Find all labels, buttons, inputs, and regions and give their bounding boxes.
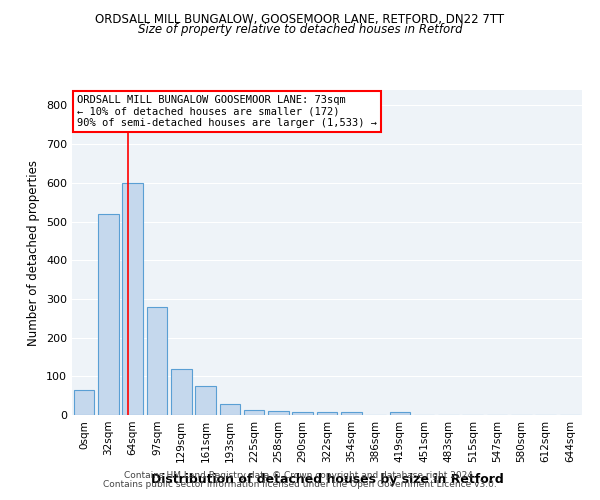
Bar — [268, 411, 289, 415]
Y-axis label: Number of detached properties: Number of detached properties — [28, 160, 40, 346]
Bar — [146, 306, 167, 415]
Bar — [317, 412, 337, 415]
Bar — [74, 390, 94, 415]
Bar — [171, 368, 191, 415]
Text: Contains HM Land Registry data © Crown copyright and database right 2024.: Contains HM Land Registry data © Crown c… — [124, 471, 476, 480]
X-axis label: Distribution of detached houses by size in Retford: Distribution of detached houses by size … — [151, 473, 503, 486]
Bar — [195, 386, 216, 415]
Bar — [389, 412, 410, 415]
Text: ORDSALL MILL BUNGALOW GOOSEMOOR LANE: 73sqm
← 10% of detached houses are smaller: ORDSALL MILL BUNGALOW GOOSEMOOR LANE: 73… — [77, 95, 377, 128]
Bar — [341, 412, 362, 415]
Bar — [122, 183, 143, 415]
Bar — [244, 410, 265, 415]
Text: Contains public sector information licensed under the Open Government Licence v3: Contains public sector information licen… — [103, 480, 497, 489]
Bar — [98, 214, 119, 415]
Text: Size of property relative to detached houses in Retford: Size of property relative to detached ho… — [137, 22, 463, 36]
Text: ORDSALL MILL BUNGALOW, GOOSEMOOR LANE, RETFORD, DN22 7TT: ORDSALL MILL BUNGALOW, GOOSEMOOR LANE, R… — [95, 12, 505, 26]
Bar — [220, 404, 240, 415]
Bar — [292, 412, 313, 415]
